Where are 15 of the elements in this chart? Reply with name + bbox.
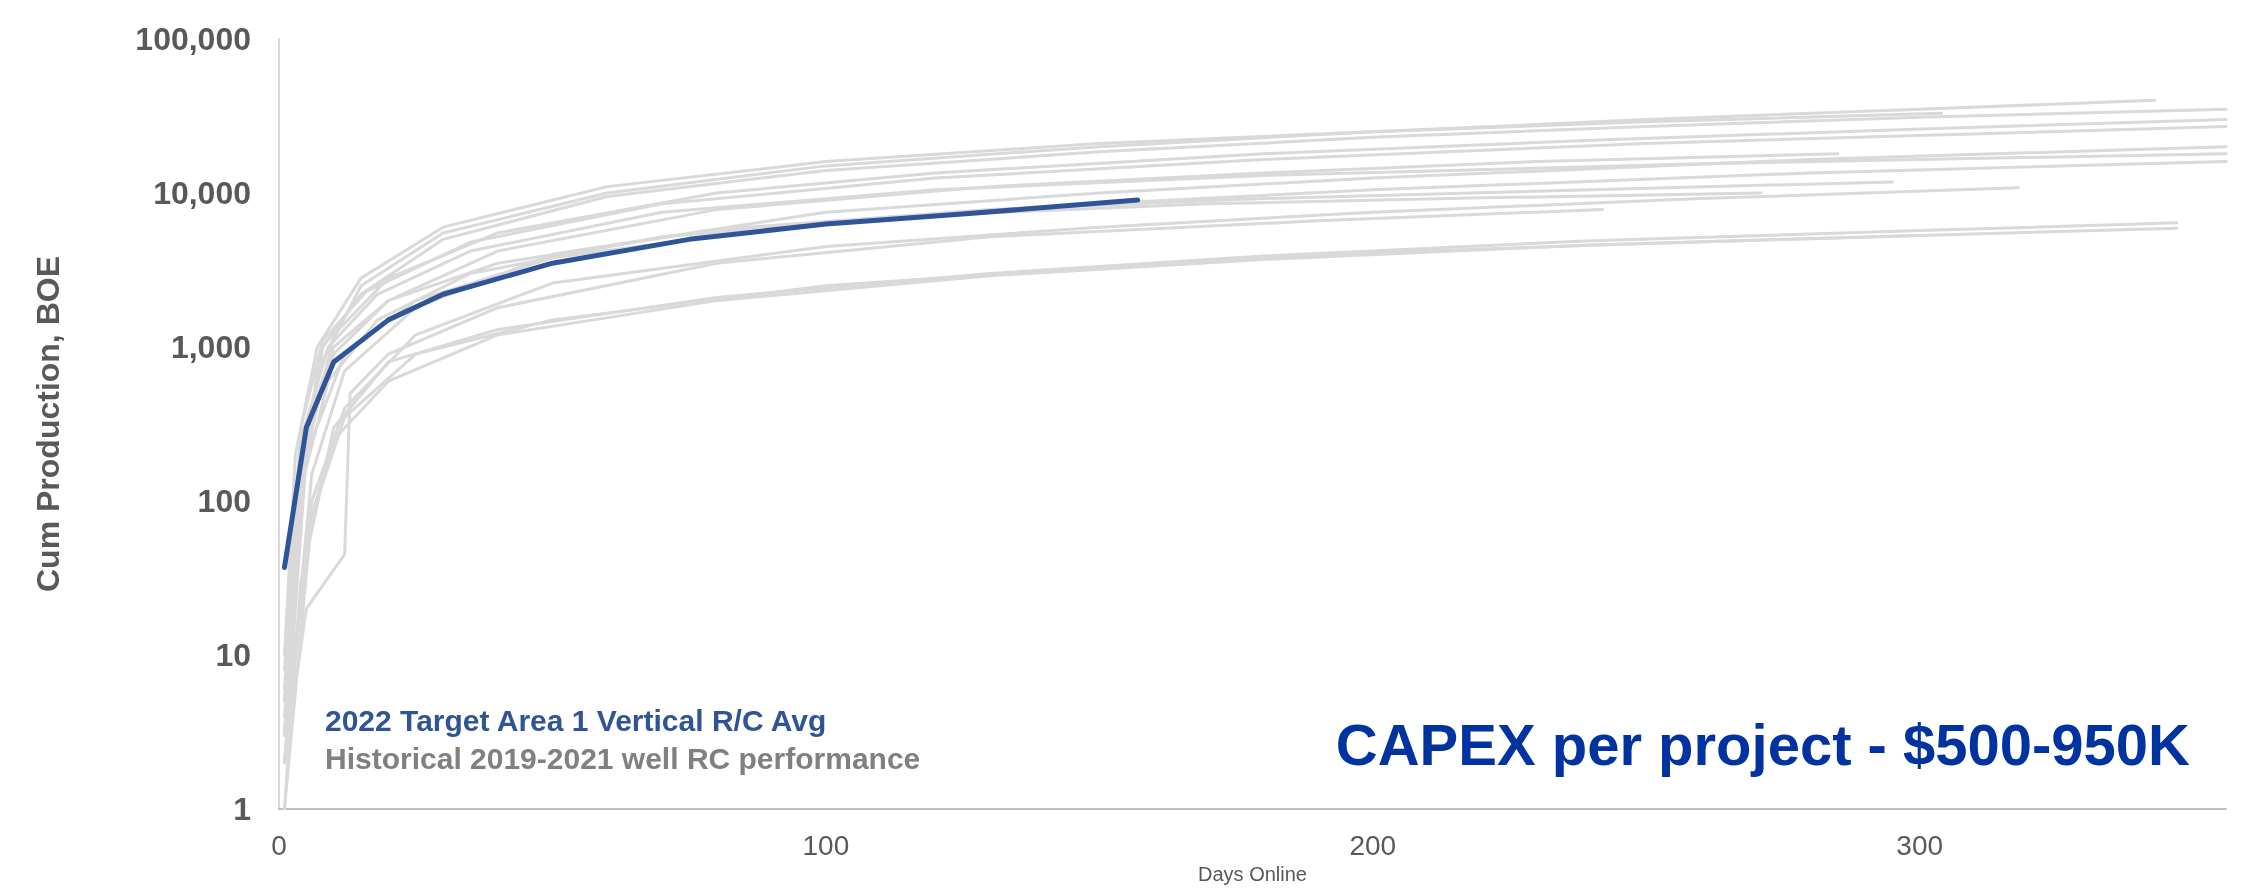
y-tick-label: 100 <box>197 483 251 519</box>
x-tick-label: 200 <box>1349 829 1397 861</box>
text: 2022 Target Area 1 Vertical R/C Avg <box>325 703 827 737</box>
annotation: CAPEX per project - $500-950K <box>1335 711 2191 777</box>
y-tick-label: 1 <box>233 791 251 827</box>
x-tick-label: 100 <box>802 829 850 861</box>
y-tick-label: 1,000 <box>170 329 251 365</box>
y-axis-title: Cum Production, BOE <box>30 256 66 592</box>
y-tick-label: 10,000 <box>153 175 251 211</box>
y-tick-label: 100,000 <box>135 21 251 57</box>
y-tick-label: 10 <box>215 637 251 673</box>
x-axis-title: Days Online <box>1198 862 1307 885</box>
text: Historical 2019-2021 well RC performance <box>325 741 921 775</box>
x-tick-label: 0 <box>271 829 287 861</box>
x-tick-label: 300 <box>1896 829 1944 861</box>
